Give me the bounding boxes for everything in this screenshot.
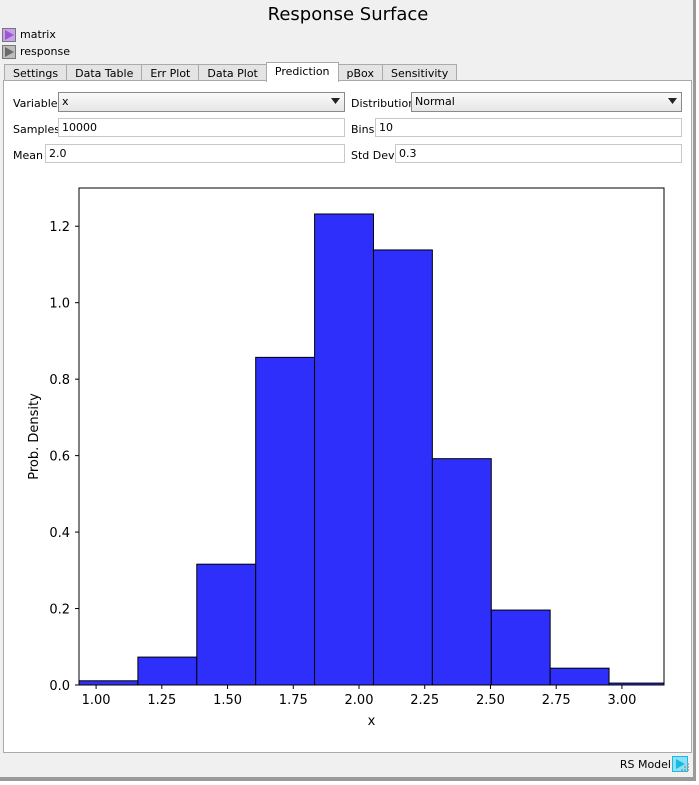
y-axis-label: Prob. Density xyxy=(27,393,42,480)
play-arrow-icon xyxy=(2,27,16,42)
distribution-select[interactable]: Normal xyxy=(411,92,682,112)
bins-input[interactable]: 10 xyxy=(375,118,682,137)
x-tick-label: 1.00 xyxy=(82,693,111,708)
port-label: response xyxy=(20,45,70,58)
x-tick-label: 1.75 xyxy=(279,693,308,708)
x-tick-label: 2.75 xyxy=(542,693,571,708)
y-tick-label: 1.0 xyxy=(49,297,70,312)
histogram-bar xyxy=(255,356,316,686)
distribution-value: Normal xyxy=(415,95,455,108)
x-tick-label: 1.25 xyxy=(147,693,176,708)
y-axis-ticks: 0.0 0.2 0.4 0.6 0.8 1.0 1.2 xyxy=(49,220,79,694)
plot-frame xyxy=(78,187,665,686)
distribution-label: Distribution xyxy=(351,97,416,110)
histogram-bar xyxy=(549,667,610,686)
chevron-down-icon xyxy=(668,98,677,104)
x-axis-label: x xyxy=(368,714,376,729)
y-tick-label: 0.8 xyxy=(49,373,70,388)
x-tick-label: 3.00 xyxy=(607,693,636,708)
tab-bar: Settings Data Table Err Plot Data Plot P… xyxy=(4,62,458,82)
tab-data-plot[interactable]: Data Plot xyxy=(198,64,267,81)
histogram-bar xyxy=(372,249,433,686)
bins-label: Bins xyxy=(351,123,375,136)
samples-input[interactable]: 10000 xyxy=(58,118,345,137)
y-tick-label: 0.0 xyxy=(49,679,70,694)
x-tick-label: 2.00 xyxy=(345,693,374,708)
mean-label: Mean xyxy=(13,149,43,162)
y-tick-label: 0.6 xyxy=(49,450,70,465)
histogram-bar xyxy=(196,563,257,686)
tab-settings[interactable]: Settings xyxy=(4,64,68,81)
status-label: RS Model xyxy=(619,758,671,771)
stddev-input[interactable]: 0.3 xyxy=(395,144,682,163)
resize-grip-icon[interactable] xyxy=(681,763,690,772)
x-tick-label: 2.50 xyxy=(476,693,505,708)
histogram-bar xyxy=(78,680,139,686)
y-tick-label: 1.2 xyxy=(49,220,70,235)
play-arrow-icon xyxy=(2,44,16,59)
x-tick-label: 1.50 xyxy=(213,693,242,708)
tab-err-plot[interactable]: Err Plot xyxy=(141,64,200,81)
play-arrow-icon[interactable] xyxy=(672,756,688,772)
port-matrix[interactable]: matrix xyxy=(2,27,56,42)
port-label: matrix xyxy=(20,28,56,41)
variable-value: x xyxy=(62,95,69,108)
window-title: Response Surface xyxy=(267,4,429,25)
y-tick-label: 0.4 xyxy=(49,526,70,541)
port-response[interactable]: response xyxy=(2,44,70,59)
tab-pbox[interactable]: pBox xyxy=(337,64,383,81)
x-tick-label: 2.25 xyxy=(410,693,439,708)
histogram-bar xyxy=(431,458,492,686)
tab-sensitivity[interactable]: Sensitivity xyxy=(381,64,458,81)
variable-label: Variable xyxy=(13,97,58,110)
tab-prediction[interactable]: Prediction xyxy=(265,62,339,82)
y-tick-label: 0.2 xyxy=(49,603,70,618)
tab-data-table[interactable]: Data Table xyxy=(66,64,143,81)
histogram-bar xyxy=(490,609,551,686)
chevron-down-icon xyxy=(331,98,340,104)
variable-select[interactable]: x xyxy=(58,92,345,112)
stddev-label: Std Dev xyxy=(351,149,395,162)
histogram-bars xyxy=(78,213,665,686)
mean-input[interactable]: 2.0 xyxy=(45,144,345,163)
samples-label: Samples xyxy=(13,123,60,136)
histogram-bar xyxy=(137,656,198,686)
histogram-bar xyxy=(314,213,374,686)
x-axis-ticks: 1.00 1.25 1.50 1.75 2.00 2.25 2.50 2.75 3.00 xyxy=(82,685,636,708)
